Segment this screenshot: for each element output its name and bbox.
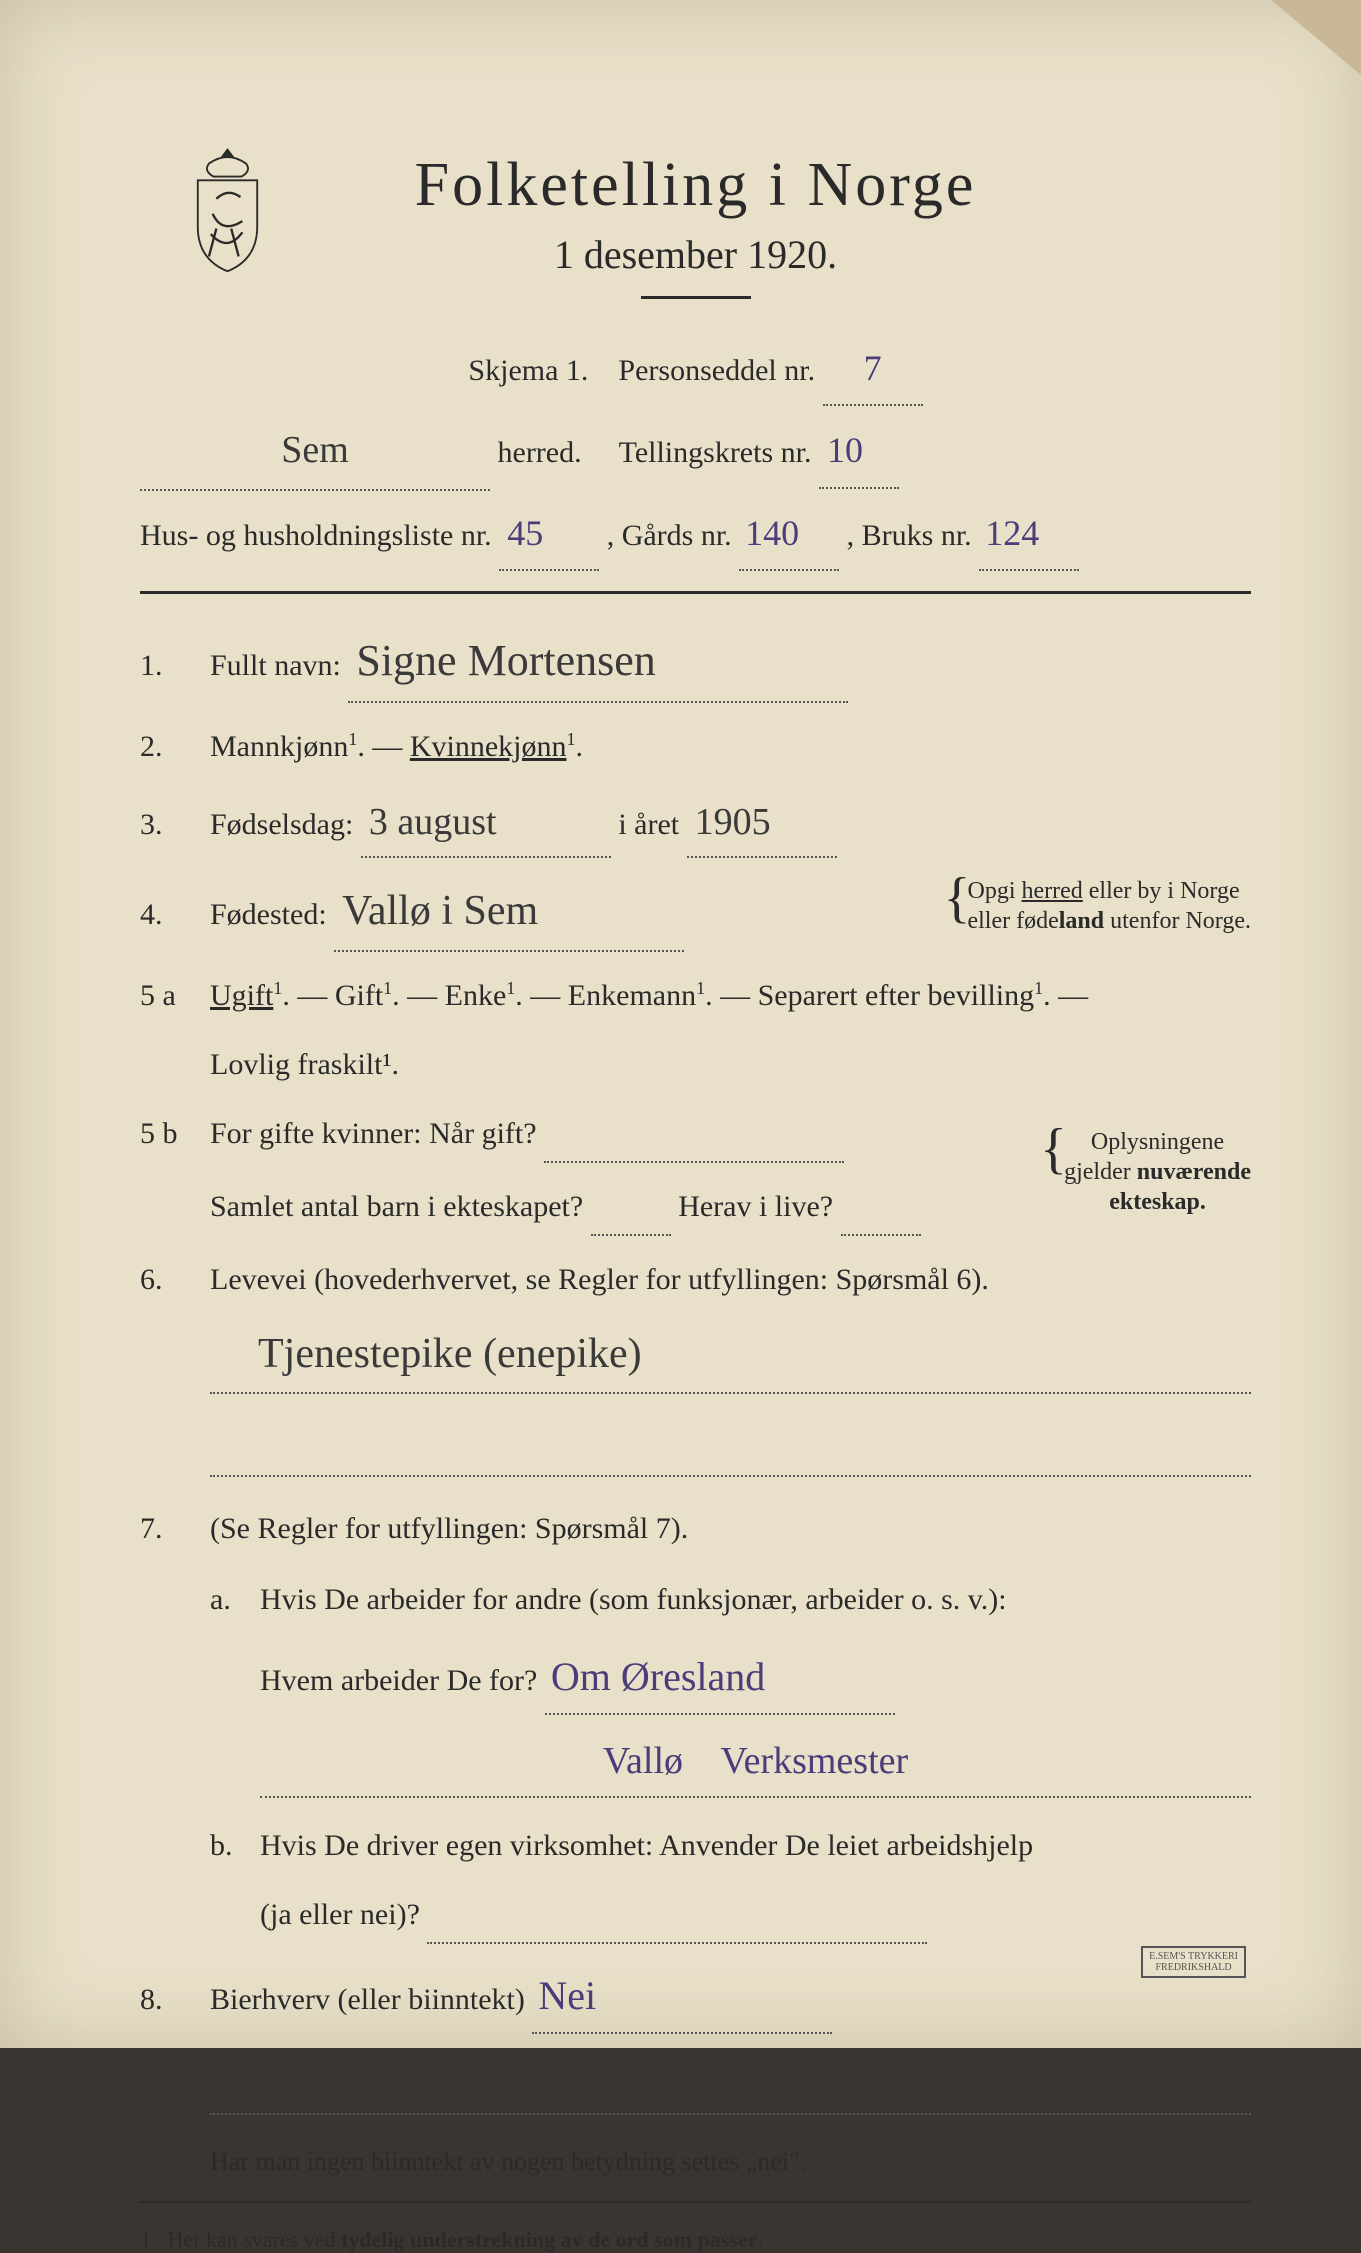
tellingskrets-label: Tellingskrets nr. [619,436,812,469]
printer-stamp: E.SEM'S TRYKKERI FREDRIKSHALD [1141,1946,1246,1978]
q7-label: (Se Regler for utfyllingen: Spørsmål 7). [210,1512,688,1545]
footnote: 1 Her kan svares ved tydelig understrekn… [140,2227,1251,2253]
herred-name: Sem [273,414,357,486]
q7b-l2: (ja eller nei)? [260,1898,420,1931]
page-corner-fold [1271,0,1361,75]
stamp-l1: E.SEM'S TRYKKERI [1149,1951,1238,1962]
q3-label: Fødselsdag: [210,808,353,841]
q1-label: Fullt navn: [210,649,341,682]
form-header-row2: Sem herred. Tellingskrets nr. 10 [140,414,1251,490]
q7-num: 7. [140,1512,210,1546]
q2-female: Kvinnekjønn [410,730,567,763]
personseddel-label: Personseddel nr. [618,354,815,387]
q2-male: Mannkjønn [210,730,348,763]
q8-num: 8. [140,1983,210,2017]
q7b-l1: Hvis De driver egen virksomhet: Anvender… [260,1820,1251,1871]
norway-crest-icon [180,145,275,275]
document-subtitle: 1 desember 1920. [140,231,1251,278]
stamp-l2: FREDRIKSHALD [1149,1962,1238,1973]
bruks-label: , Bruks nr. [847,519,972,552]
personseddel-nr: 7 [847,334,899,402]
gards-label: , Gårds nr. [607,519,732,552]
q4-note-l1: Opgi herred eller by i Norge [967,878,1239,904]
herred-label: herred. [498,436,582,469]
skjema-label: Skjema 1. [468,354,588,387]
q4-num: 4. [140,898,210,932]
q2: 2. Mannkjønn1. — Kvinnekjønn1. [140,721,1251,772]
q8: 8. Bierhverv (eller biinntekt) Nei [140,1962,1251,2115]
title-divider [641,296,751,299]
q5b-l2a: Samlet antal barn i ekteskapet? [210,1190,583,1223]
q5a: 5 a Ugift1. — Gift1. — Enke1. — Enkemann… [140,970,1251,1090]
q5b-l1: For gifte kvinner: Når gift? [210,1117,537,1150]
q8-label: Bierhverv (eller biinntekt) [210,1983,525,2016]
q1: 1. Fullt navn: Signe Mortensen [140,624,1251,703]
q5b-note-l1: Oplysningene [1064,1127,1251,1157]
q4-note: Opgi herred eller by i Norge eller fødel… [943,876,1251,936]
q4-label: Fødested: [210,898,327,931]
q1-value: Signe Mortensen [348,624,663,699]
q5b-note-l2: gjelder nuværende [1064,1159,1251,1185]
census-form-page: Folketelling i Norge 1 desember 1920. Sk… [0,0,1361,2048]
q5a-opts: Ugift1. — Gift1. — Enke1. — Enkemann1. —… [210,979,1088,1012]
q6-num: 6. [140,1263,210,1297]
q3-year: 1905 [687,790,779,855]
q5b: 5 b For gifte kvinner: Når gift? Samlet … [140,1108,1251,1236]
form-header-row1: Skjema 1. Personseddel nr. 7 [140,334,1251,406]
q3-daymonth: 3 august [361,790,505,855]
q3-num: 3. [140,808,210,842]
q7b-num: b. [210,1820,260,1944]
q3: 3. Fødselsdag: 3 august i året 1905 [140,790,1251,859]
hus-label: Hus- og husholdningsliste nr. [140,519,492,552]
q6: 6. Levevei (hovederhvervet, se Regler fo… [140,1254,1251,1477]
q5b-l2b: Herav i live? [678,1190,833,1223]
q7a-val1: Om Øresland [545,1643,771,1711]
q4-value: Vallø i Sem [334,876,546,947]
q8-value: Nei [532,1962,602,2030]
q5a-num: 5 a [140,979,210,1013]
tellingskrets-nr: 10 [819,416,871,484]
q7a-l2: Hvem arbeider De for? [260,1664,537,1697]
document-title: Folketelling i Norge [140,150,1251,221]
q6-label: Levevei (hovederhvervet, se Regler for u… [210,1263,989,1296]
footnote-divider [140,2201,1251,2203]
q3-mid: i året [618,808,679,841]
q7a-val2: Vallø Verksmester [597,1729,914,1794]
header-divider [140,591,1251,594]
form-header-row3: Hus- og husholdningsliste nr. 45 , Gårds… [140,499,1251,571]
q2-dash: — [372,730,410,763]
gards-nr: 140 [739,499,805,567]
q7: 7. (Se Regler for utfyllingen: Spørsmål … [140,1503,1251,1944]
q7a-l1: Hvis De arbeider for andre (som funksjon… [260,1574,1251,1625]
hus-nr: 45 [499,499,551,567]
q2-num: 2. [140,730,210,764]
q5b-num: 5 b [140,1117,210,1151]
q4-note-l2: eller fødeland utenfor Norge. [967,908,1251,934]
q1-num: 1. [140,649,210,683]
q6-value: Tjenestepike (enepike) [250,1319,650,1390]
q5a-opts2: Lovlig fraskilt¹. [210,1039,1251,1090]
q5b-note: Oplysningene gjelder nuværende ekteskap. [1040,1127,1251,1217]
q4: 4. Fødested: Vallø i Sem Opgi herred ell… [140,876,1251,951]
bruks-nr: 124 [979,499,1045,567]
q7a-num: a. [210,1574,260,1798]
q5b-note-l3: ekteskap. [1109,1189,1206,1215]
bottom-note: Har man ingen biinntekt av nogen betydni… [210,2137,1251,2186]
